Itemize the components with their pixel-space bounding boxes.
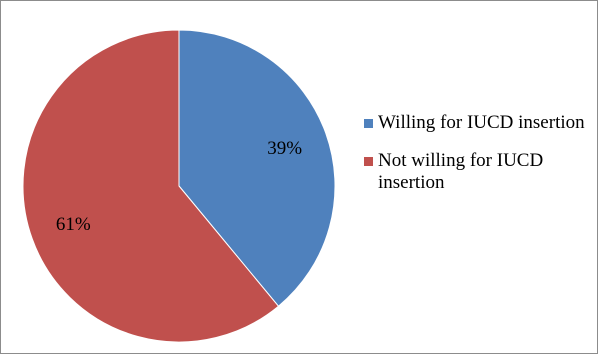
pie-slice-willing [178,29,336,307]
pie-slice-not-willing [22,29,280,343]
legend-item-not-willing: Not willing for IUCD insertion [362,150,592,194]
legend: Willing for IUCD insertion Not willing f… [362,112,592,210]
legend-label-not-willing: Not willing for IUCD insertion [378,150,544,193]
legend-swatch-willing [364,119,373,128]
data-label-willing: 39% [267,138,302,159]
legend-item-willing: Willing for IUCD insertion [362,112,592,134]
data-label-not-willing: 61% [56,214,91,235]
legend-label-willing: Willing for IUCD insertion [378,112,585,133]
legend-swatch-not-willing [364,157,373,166]
